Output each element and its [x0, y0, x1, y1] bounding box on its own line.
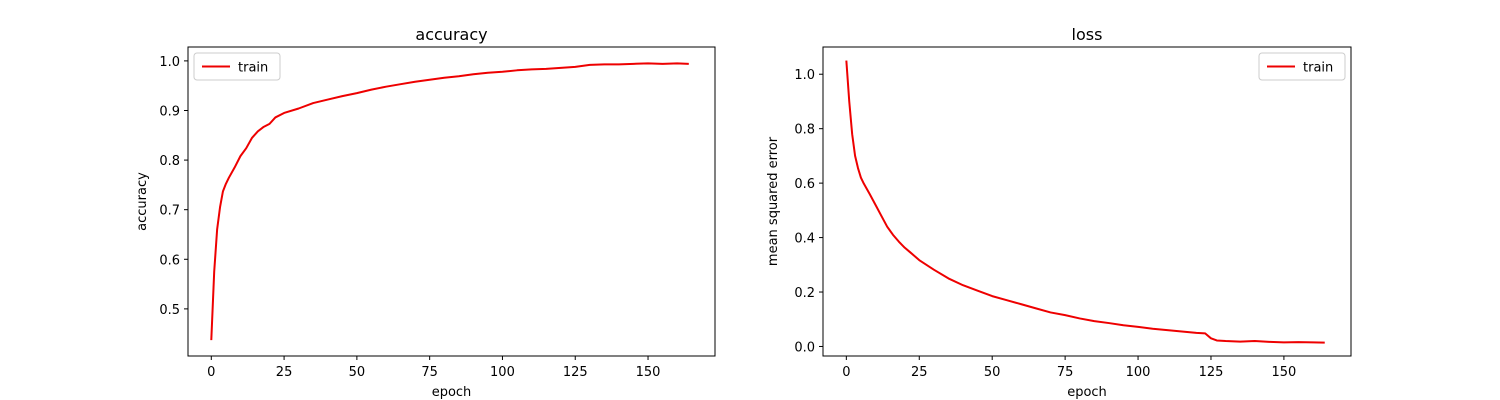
- accuracy-x-tick-label: 125: [563, 365, 588, 380]
- accuracy-chart-title: accuracy: [415, 25, 487, 44]
- loss-y-tick-label: 0.8: [794, 123, 815, 138]
- accuracy-x-tick-label: 25: [276, 365, 293, 380]
- accuracy-chart: 0 25 50 75 100 125 150 0.5 0.6 0.7 0.8 0.9 1.0 accura…: [135, 25, 716, 400]
- accuracy-x-tick-label: 150: [636, 365, 661, 380]
- loss-y-tick-label: 1.0: [794, 68, 815, 83]
- loss-x-tick-label: 125: [1199, 365, 1224, 380]
- accuracy-y-tick-label: 1.0: [159, 55, 180, 70]
- loss-x-tick-label: 150: [1271, 365, 1296, 380]
- accuracy-x-tick-label: 0: [207, 365, 215, 380]
- loss-y-tick-label: 0.4: [794, 232, 815, 247]
- accuracy-y-tick-label: 0.8: [159, 154, 180, 169]
- loss-x-tick-label: 25: [911, 365, 928, 380]
- accuracy-x-tick-label: 100: [490, 365, 515, 380]
- accuracy-legend-box: [193, 52, 281, 81]
- accuracy-y-tick-label: 0.7: [159, 204, 180, 219]
- accuracy-x-tick-label: 50: [349, 365, 366, 380]
- loss-y-tick-label: 0.6: [794, 177, 815, 192]
- loss-chart-title: loss: [1072, 25, 1103, 44]
- accuracy-legend-label: train: [238, 61, 268, 76]
- loss-x-axis-label: epoch: [1067, 385, 1107, 400]
- loss-x-tick-label: 50: [984, 365, 1001, 380]
- loss-plot-frame: [822, 46, 1352, 357]
- loss-x-tick-label: 75: [1057, 365, 1074, 380]
- loss-legend-box: [1258, 52, 1346, 81]
- loss-x-tick-label: 0: [842, 365, 850, 380]
- loss-x-tick-label: 100: [1126, 365, 1151, 380]
- loss-chart: 0 25 50 75 100 125 150 0.0 0.2 0.4 0.6 0.8 1.0 loss ep…: [766, 25, 1352, 400]
- loss-legend-label: train: [1303, 61, 1333, 76]
- accuracy-series-train-line: [210, 62, 689, 341]
- loss-y-axis-label: mean squared error: [766, 136, 781, 266]
- accuracy-y-tick-label: 0.5: [159, 303, 180, 318]
- loss-legend: train: [1258, 52, 1346, 81]
- accuracy-y-axis-label: accuracy: [135, 172, 150, 231]
- loss-y-tick-label: 0.2: [794, 286, 815, 301]
- accuracy-y-tick-label: 0.6: [159, 253, 180, 268]
- loss-y-tick-label: 0.0: [794, 340, 815, 355]
- accuracy-x-axis-label: epoch: [432, 385, 472, 400]
- accuracy-plot-frame: [187, 46, 716, 357]
- loss-series-train-line: [845, 60, 1325, 344]
- accuracy-legend: train: [193, 52, 281, 81]
- accuracy-x-tick-label: 75: [421, 365, 438, 380]
- accuracy-y-tick-label: 0.9: [159, 104, 180, 119]
